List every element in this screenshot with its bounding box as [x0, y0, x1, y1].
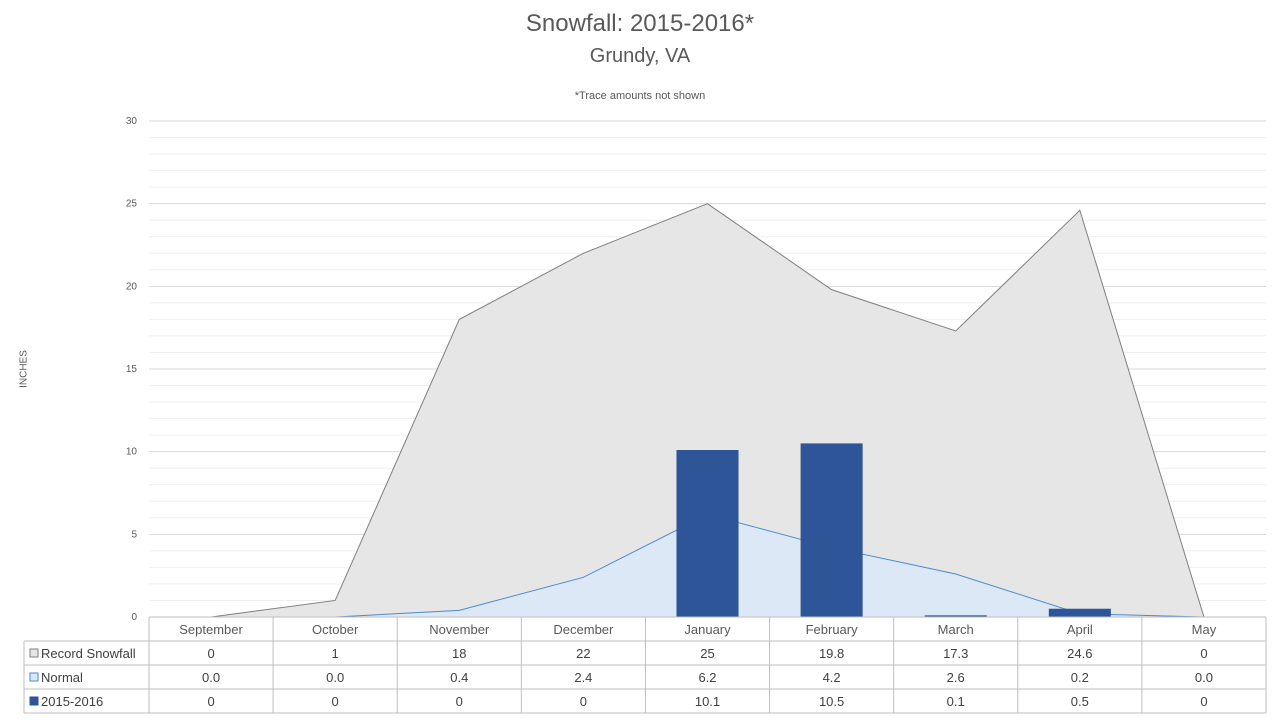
bar-2015-2016	[800, 443, 863, 617]
table-cell: 6.2	[698, 670, 716, 685]
x-category-label: September	[179, 622, 243, 637]
table-cell: 0.4	[450, 670, 468, 685]
bar-2015-2016	[676, 450, 739, 617]
x-category-label: January	[684, 622, 731, 637]
data-table: September October November December January F…	[23, 616, 1267, 714]
x-category-label: October	[312, 622, 359, 637]
y-tick-label: 10	[126, 447, 138, 458]
table-cell: 0	[1200, 646, 1207, 661]
x-category-label: February	[806, 622, 859, 637]
table-cell: 0	[332, 694, 339, 709]
series-name: Normal	[41, 670, 83, 685]
y-tick-label: 15	[126, 364, 138, 375]
table-cell: 17.3	[943, 646, 968, 661]
x-category-label: March	[938, 622, 974, 637]
table-cell: 0	[207, 694, 214, 709]
y-tick-label: 20	[126, 281, 138, 292]
record-snowfall-line	[210, 203, 1205, 618]
table-cell: 0	[207, 646, 214, 661]
legend-swatch	[29, 696, 39, 706]
legend-swatch	[29, 672, 39, 682]
chart-note: *Trace amounts not shown	[574, 90, 706, 102]
table-cell: 0.5	[1071, 694, 1089, 709]
table-cell: 0.0	[326, 670, 344, 685]
record-snowfall-area	[211, 203, 1204, 617]
table-cell: 0.1	[947, 694, 965, 709]
table-cell: 22	[576, 646, 590, 661]
table-cell: 10.1	[695, 694, 720, 709]
table-cell: 4.2	[823, 670, 841, 685]
series-name: Record Snowfall	[41, 646, 136, 661]
bar-2015-2016	[924, 615, 987, 617]
x-category-label: November	[429, 622, 490, 637]
table-cell: 1	[332, 646, 339, 661]
table-cell: 0	[456, 694, 463, 709]
x-category-label: May	[1192, 622, 1217, 637]
y-tick-label: 0	[131, 612, 137, 623]
table-cell: 2.6	[947, 670, 965, 685]
series-name: 2015-2016	[41, 694, 103, 709]
x-category-label: December	[553, 622, 614, 637]
y-tick-label: 5	[131, 529, 137, 540]
table-cell: 0	[580, 694, 587, 709]
bar-2015-2016	[1048, 608, 1111, 617]
table-cell: 18	[452, 646, 466, 661]
table-cell: 25	[700, 646, 714, 661]
table-cell: 19.8	[819, 646, 844, 661]
table-cell: 0	[1200, 694, 1207, 709]
table-cell: 0.0	[1195, 670, 1213, 685]
table-cell: 2.4	[574, 670, 592, 685]
chart-title: Snowfall: 2015-2016*	[525, 10, 755, 37]
table-cell: 10.5	[819, 694, 844, 709]
y-tick-label: 30	[126, 116, 138, 127]
x-category-label: April	[1067, 622, 1093, 637]
chart-subtitle: Grundy, VA	[589, 45, 691, 67]
table-cell: 0.0	[202, 670, 220, 685]
table-cell: 0.2	[1071, 670, 1089, 685]
y-tick-label: 25	[126, 199, 138, 210]
table-cell: 24.6	[1067, 646, 1092, 661]
legend-swatch	[29, 648, 39, 658]
